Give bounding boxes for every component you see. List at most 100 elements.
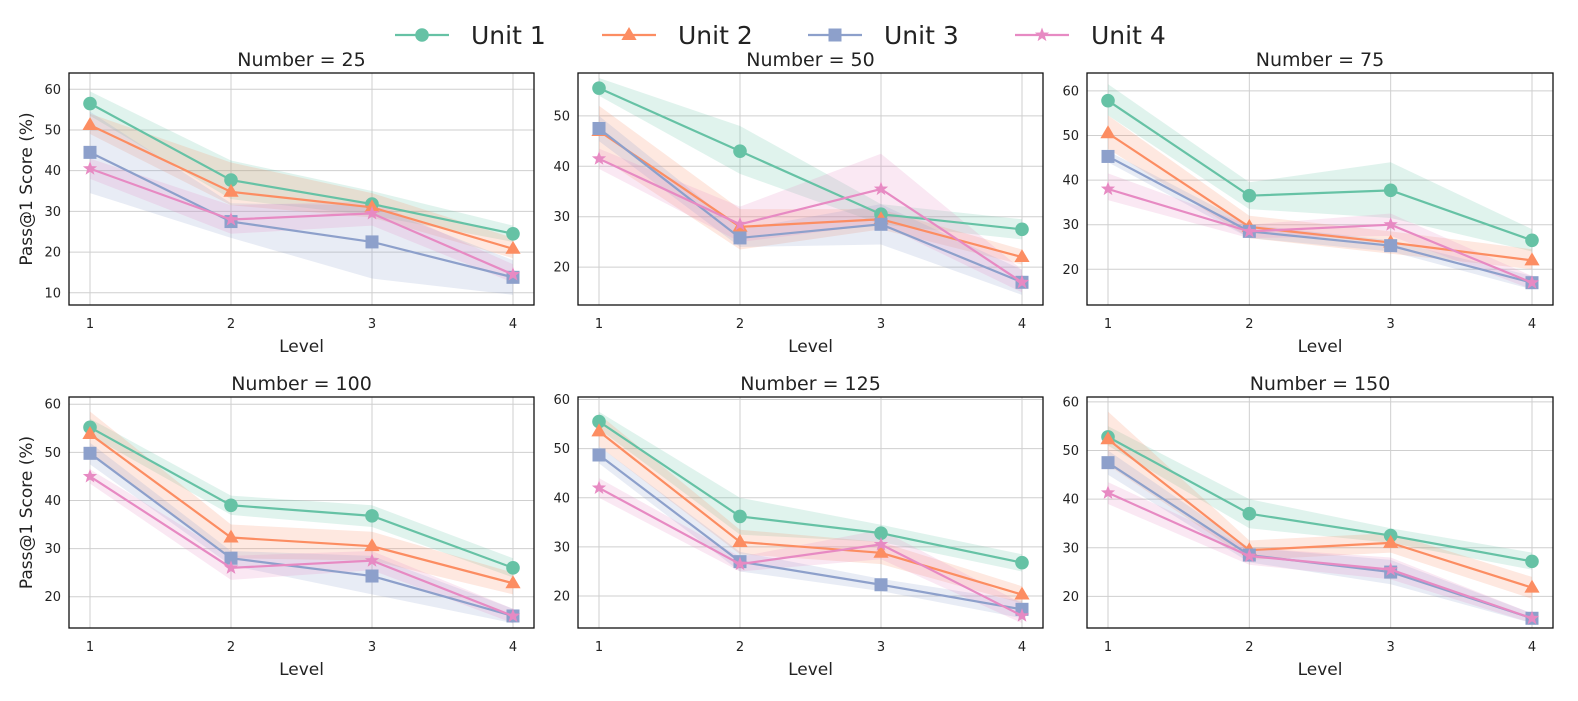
chart-panel-2: 20 30 40 50 1 2 3 4 Level Number = 50: [553, 49, 1044, 357]
confidence-band-unit-1: [599, 78, 1022, 240]
y-tick-label: 20: [44, 590, 61, 605]
x-tick-label: 2: [227, 640, 235, 655]
data-point-unit-4: [364, 553, 380, 567]
data-point-unit-1: [1242, 506, 1257, 521]
series-line-unit-1: [1107, 435, 1533, 563]
data-point-unit-2: [505, 240, 521, 254]
y-tick-label: 40: [553, 160, 570, 175]
series-line-unit-1: [89, 102, 514, 235]
series-line-unit-4: [598, 157, 1023, 284]
y-tick-label: 20: [1062, 590, 1079, 605]
y-tick-label: 40: [1062, 174, 1079, 189]
data-point-unit-4: [1524, 610, 1540, 625]
x-axis-label: Level: [279, 660, 324, 680]
confidence-band-unit-1: [90, 91, 513, 242]
data-point-unit-1: [592, 414, 606, 429]
x-axis-label: Level: [788, 337, 833, 357]
data-point-unit-1: [592, 81, 606, 95]
data-point-unit-2: [1014, 249, 1030, 263]
data-point-unit-2: [1524, 579, 1540, 593]
data-point-unit-2: [82, 117, 98, 131]
data-point-unit-1: [1525, 554, 1539, 569]
data-point-unit-4: [223, 560, 239, 574]
data-point-unit-4: [1242, 548, 1257, 563]
chart-panel-6: 20 30 40 50 60 1 2 3 4 Level Number = 150: [1062, 373, 1554, 680]
legend-item-unit-4: Unit 4: [1015, 21, 1166, 50]
data-point-unit-1: [506, 226, 520, 241]
chart-panels: 10 20 30 40 50 60 1 2 3 4 Level Number = 25 Pass@1 S…: [17, 49, 1554, 680]
x-tick-label: 1: [1104, 317, 1112, 332]
data-point-unit-2: [1524, 252, 1540, 266]
data-point-unit-1: [83, 96, 97, 111]
data-point-unit-1: [733, 144, 747, 158]
data-point-unit-4: [591, 151, 607, 165]
confidence-band-unit-2: [599, 414, 1022, 604]
confidence-band-unit-2: [599, 105, 1022, 265]
x-tick-label: 2: [736, 640, 744, 655]
data-point-unit-3: [224, 551, 238, 565]
y-tick-label: 20: [553, 590, 570, 605]
x-tick-label: 4: [1018, 317, 1026, 332]
data-point-unit-1: [874, 526, 888, 540]
series-line-unit-2: [1107, 438, 1533, 589]
data-point-unit-4: [732, 556, 748, 571]
x-tick-label: 1: [86, 640, 94, 655]
series-line-unit-4: [89, 475, 514, 617]
x-tick-label: 2: [736, 317, 744, 332]
series-line-unit-1: [598, 87, 1023, 231]
data-point-unit-3: [83, 145, 97, 159]
legend-label: Unit 4: [1091, 21, 1166, 50]
y-tick-label: 60: [1062, 84, 1079, 99]
data-point-unit-3: [592, 121, 606, 135]
legend-label: Unit 3: [884, 21, 959, 50]
data-point-unit-4: [1100, 181, 1116, 196]
y-tick-label: 40: [44, 494, 61, 509]
x-tick-label: 3: [877, 640, 885, 655]
legend-label: Unit 1: [471, 21, 546, 50]
y-tick-label: 30: [44, 205, 61, 220]
data-point-unit-3: [83, 446, 97, 460]
y-tick-label: 50: [1062, 444, 1079, 459]
y-tick-label: 50: [553, 109, 570, 124]
y-tick-label: 30: [553, 540, 570, 555]
data-point-unit-4: [732, 216, 748, 231]
y-tick-label: 30: [1062, 218, 1079, 233]
data-point-unit-3: [1384, 239, 1398, 253]
y-tick-label: 50: [1062, 129, 1079, 144]
x-axis-label: Level: [1298, 660, 1343, 680]
legend-item-unit-1: Unit 1: [395, 21, 546, 50]
y-tick-label: 40: [44, 164, 61, 179]
series-line-unit-2: [89, 433, 514, 585]
x-tick-label: 1: [86, 317, 94, 332]
confidence-band-unit-1: [90, 418, 513, 578]
series-line-unit-2: [1107, 132, 1533, 262]
legend-marker-circle: [415, 28, 429, 42]
data-point-unit-1: [224, 173, 238, 187]
data-point-unit-4: [223, 212, 239, 226]
data-point-unit-2: [1100, 125, 1116, 139]
y-tick-label: 10: [44, 286, 61, 301]
confidence-band-unit-2: [1108, 411, 1532, 599]
series-line-unit-1: [1107, 99, 1533, 242]
data-point-unit-2: [505, 575, 521, 589]
x-tick-label: 3: [368, 317, 376, 332]
x-tick-label: 1: [595, 317, 603, 332]
y-tick-label: 50: [44, 123, 61, 138]
confidence-band-unit-4: [599, 148, 1022, 293]
data-point-unit-3: [733, 231, 747, 245]
y-tick-label: 60: [553, 393, 570, 408]
y-axis-label: Pass@1 Score (%): [17, 436, 37, 589]
legend-item-unit-2: Unit 2: [602, 21, 753, 50]
data-point-unit-4: [364, 205, 380, 220]
data-point-unit-4: [1100, 485, 1116, 499]
confidence-band-unit-3: [90, 442, 513, 624]
confidence-band-unit-1: [1108, 84, 1532, 252]
y-axis-label: Pass@1 Score (%): [17, 112, 37, 265]
data-point-unit-3: [874, 578, 888, 592]
data-point-unit-2: [732, 533, 748, 547]
series-line-unit-2: [89, 124, 514, 250]
data-point-unit-1: [365, 509, 379, 523]
data-point-unit-4: [873, 536, 889, 551]
plot-frame: [1086, 72, 1554, 306]
series-line-unit-3: [89, 452, 514, 618]
